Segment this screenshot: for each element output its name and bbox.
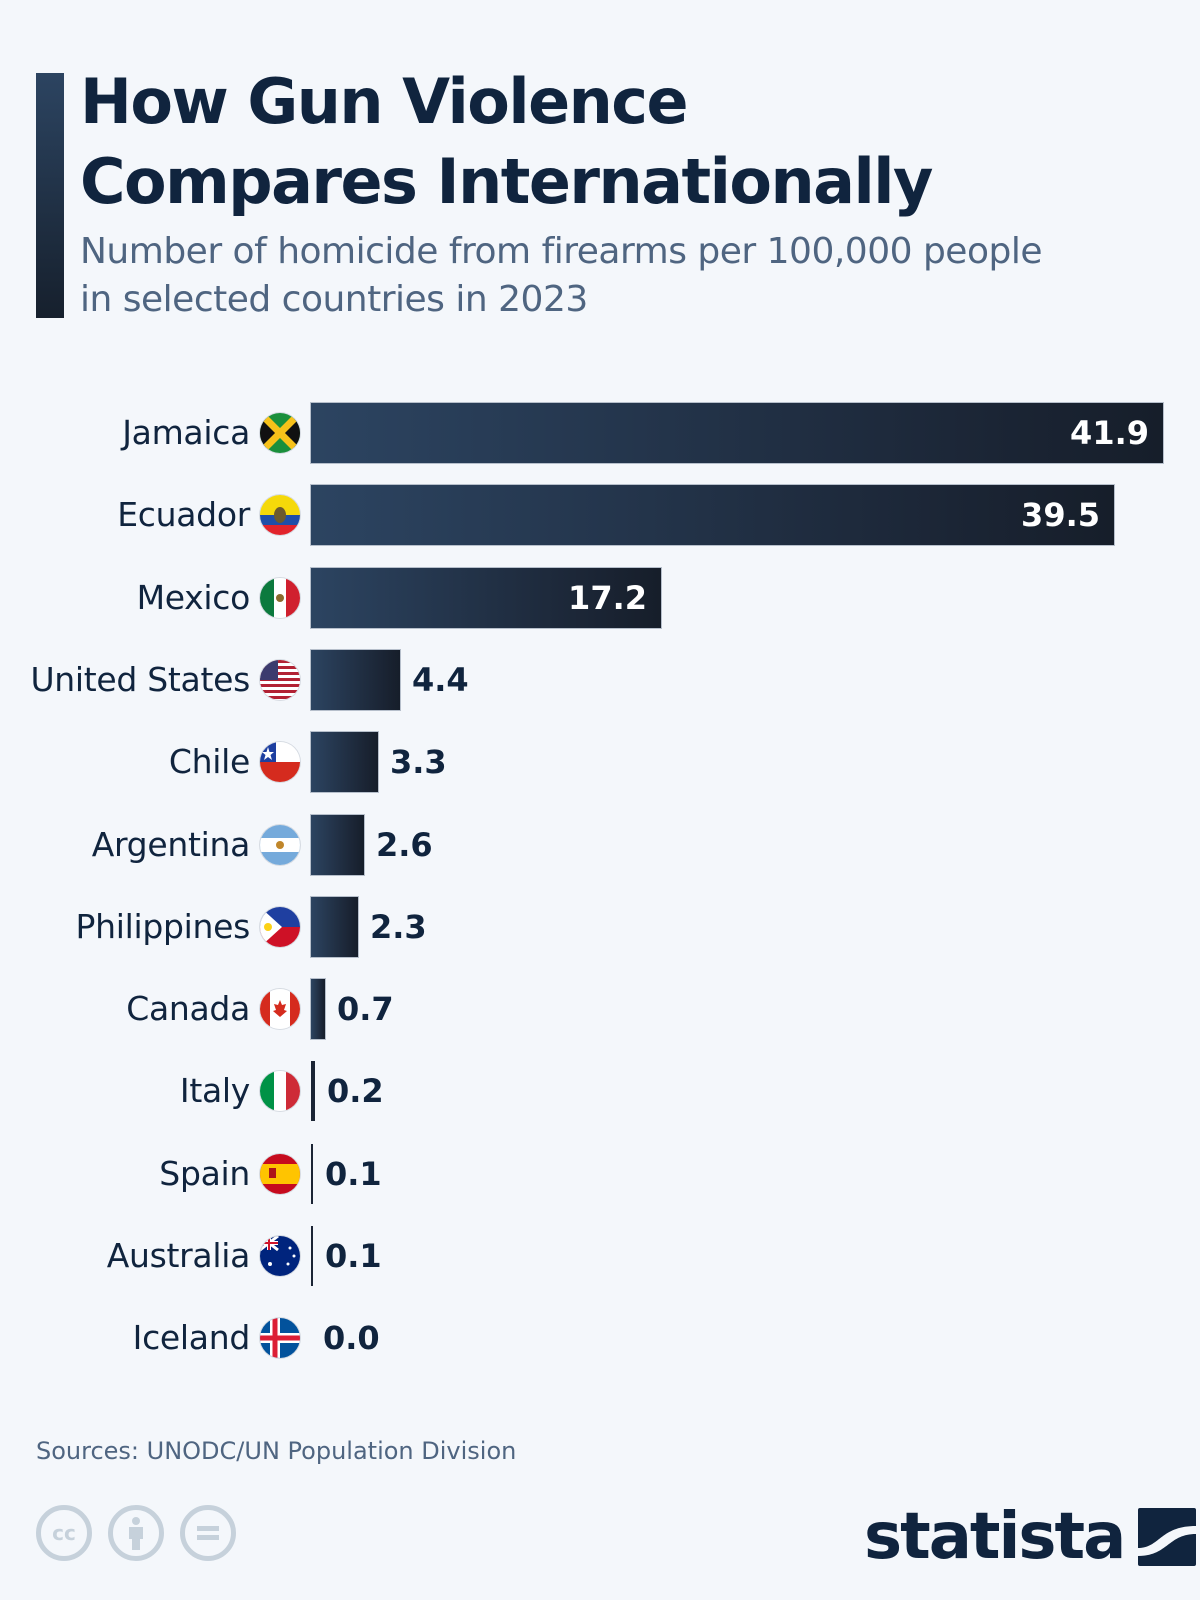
value-label: 0.1 bbox=[325, 1237, 382, 1275]
title-line-2: Compares Internationally bbox=[80, 145, 933, 218]
bar-row: Italy 0.2 bbox=[0, 1061, 1200, 1121]
bar bbox=[311, 815, 364, 875]
country-label: Spain bbox=[159, 1154, 250, 1193]
bar-row: Iceland 0.0 bbox=[0, 1308, 1200, 1368]
value-label: 0.7 bbox=[337, 990, 394, 1028]
bar-row: United States 4.4 bbox=[0, 650, 1200, 710]
bar-chart: Jamaica 41.9 Ecuador 39.5 Mexico 17.2 United S… bbox=[0, 403, 1200, 1368]
united-states-flag-icon bbox=[260, 660, 300, 700]
bar bbox=[311, 897, 358, 957]
italy-flag-icon bbox=[260, 1071, 300, 1111]
subtitle-line-1: Number of homicide from firearms per 100… bbox=[80, 231, 1043, 272]
country-label: Mexico bbox=[136, 578, 251, 617]
ecuador-flag-icon bbox=[260, 495, 300, 535]
country-label: Ecuador bbox=[117, 495, 250, 534]
philippines-flag-icon bbox=[260, 907, 300, 947]
attribution-icon bbox=[108, 1505, 164, 1561]
country-label: Canada bbox=[126, 989, 250, 1028]
canada-flag-icon bbox=[260, 989, 300, 1029]
statista-logo-icon bbox=[1138, 1508, 1197, 1566]
brand-name: statista bbox=[864, 1500, 1126, 1574]
bar-row: Ecuador 39.5 bbox=[0, 485, 1200, 545]
source-note: Sources: UNODC/UN Population Division bbox=[36, 1437, 517, 1465]
bar bbox=[311, 485, 1114, 545]
value-label: 17.2 bbox=[568, 579, 647, 617]
country-label: Australia bbox=[106, 1236, 251, 1275]
bar-row: Argentina 2.6 bbox=[0, 815, 1200, 875]
bar-row: Spain 0.1 bbox=[0, 1144, 1200, 1204]
cc-icon: cc bbox=[36, 1505, 92, 1561]
statista-logo: statista bbox=[864, 1500, 1197, 1574]
subtitle-line-2: in selected countries in 2023 bbox=[80, 279, 588, 320]
value-label: 2.6 bbox=[376, 826, 433, 864]
bar bbox=[311, 732, 378, 792]
australia-flag-icon bbox=[260, 1236, 300, 1276]
country-label: Argentina bbox=[91, 825, 251, 864]
bar bbox=[311, 650, 400, 710]
value-label: 4.4 bbox=[412, 661, 469, 699]
value-label: 3.3 bbox=[390, 743, 447, 781]
bar bbox=[311, 1226, 313, 1286]
chile-flag-icon bbox=[260, 742, 300, 782]
title-line-1: How Gun Violence bbox=[80, 65, 689, 138]
mexico-flag-icon bbox=[260, 578, 300, 618]
bar-row: Chile 3.3 bbox=[0, 732, 1200, 792]
country-label: United States bbox=[30, 660, 250, 699]
bar-row: Mexico 17.2 bbox=[0, 568, 1200, 628]
bar-row: Australia 0.1 bbox=[0, 1226, 1200, 1286]
page-title: How Gun Violence Compares Internationall… bbox=[80, 62, 1160, 222]
bar bbox=[311, 979, 325, 1039]
value-label: 0.0 bbox=[323, 1319, 380, 1357]
value-label: 41.9 bbox=[1070, 414, 1149, 452]
country-label: Chile bbox=[168, 742, 250, 781]
chart-subtitle: Number of homicide from firearms per 100… bbox=[80, 228, 1180, 324]
bar bbox=[311, 403, 1163, 463]
value-label: 0.1 bbox=[325, 1155, 382, 1193]
spain-flag-icon bbox=[260, 1154, 300, 1194]
value-label: 39.5 bbox=[1021, 496, 1100, 534]
bar-row: Canada 0.7 bbox=[0, 979, 1200, 1039]
value-label: 2.3 bbox=[370, 908, 427, 946]
value-label: 0.2 bbox=[327, 1072, 384, 1110]
country-label: Italy bbox=[179, 1071, 250, 1110]
bar bbox=[311, 1144, 313, 1204]
argentina-flag-icon bbox=[260, 825, 300, 865]
no-derivatives-icon bbox=[180, 1505, 236, 1561]
bar-row: Philippines 2.3 bbox=[0, 897, 1200, 957]
iceland-flag-icon bbox=[260, 1318, 300, 1358]
country-label: Philippines bbox=[75, 907, 251, 946]
country-label: Jamaica bbox=[122, 413, 250, 452]
bar bbox=[311, 1061, 315, 1121]
bar-row: Jamaica 41.9 bbox=[0, 403, 1200, 463]
jamaica-flag-icon bbox=[260, 413, 300, 453]
bar bbox=[311, 568, 661, 628]
title-accent-bar bbox=[36, 73, 64, 318]
country-label: Iceland bbox=[132, 1318, 251, 1357]
